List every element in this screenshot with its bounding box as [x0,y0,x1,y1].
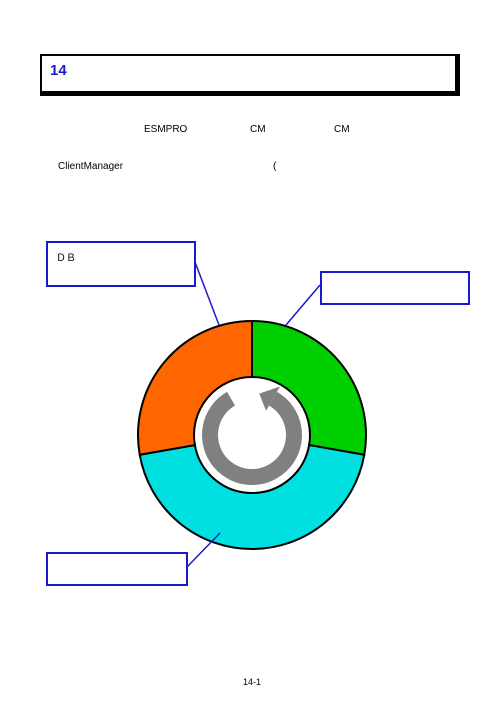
donut-diagram [0,0,504,713]
page-number: 14-1 [0,677,504,687]
header-label-c: CM [334,124,350,135]
callout-top-right [320,271,470,305]
header-label-a: ESMPRO [144,124,187,135]
callout-top-left: ＤＢ [46,241,196,287]
header-label-b: CM [250,124,266,135]
chapter-title-box: 14 [40,54,460,96]
chapter-number: 14 [50,62,67,79]
line2-text: ClientManager [58,161,123,172]
line2-paren: ( [273,161,276,172]
callout-top-left-text: ＤＢ [56,253,76,264]
callout-bottom-left [46,552,188,586]
